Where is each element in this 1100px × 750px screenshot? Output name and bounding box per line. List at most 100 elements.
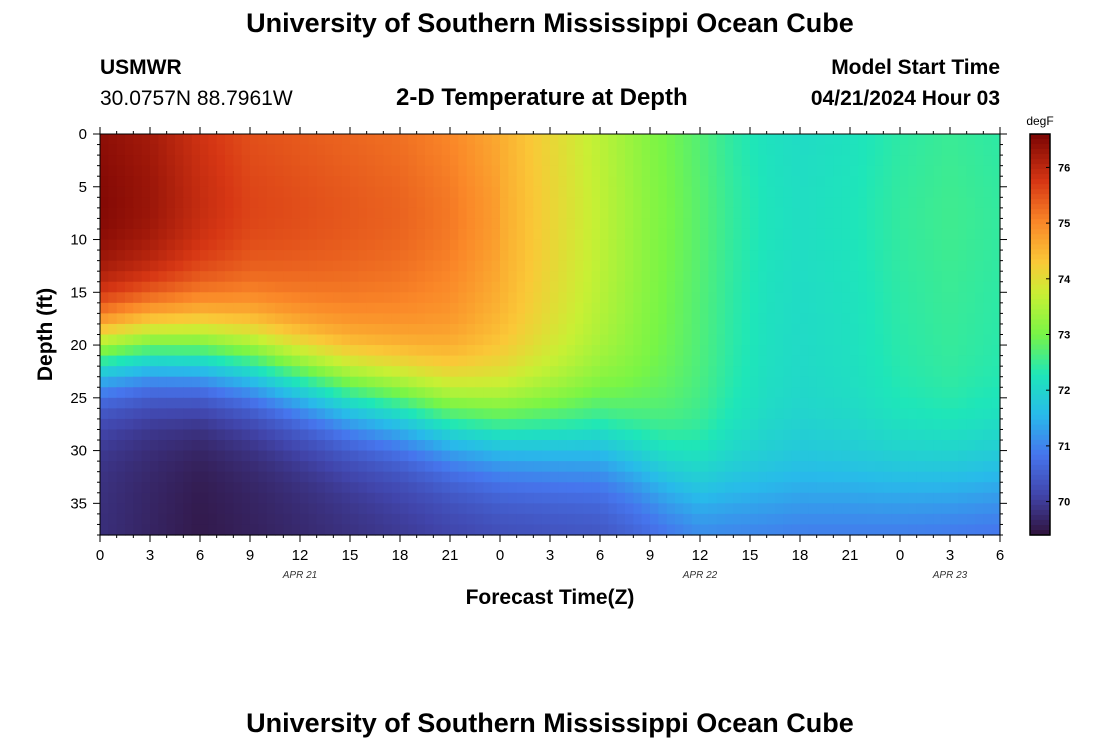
heatmap-cell <box>991 524 1001 536</box>
heatmap-cell <box>541 176 551 188</box>
heatmap-cell <box>741 355 751 367</box>
heatmap-cell <box>283 302 293 314</box>
heatmap-cell <box>500 492 509 504</box>
heatmap-cell <box>658 292 668 304</box>
heatmap-cell <box>600 397 609 409</box>
heatmap-cell <box>658 165 668 177</box>
heatmap-cell <box>475 387 484 399</box>
heatmap-cell <box>891 397 901 409</box>
heatmap-cell <box>700 271 709 283</box>
heatmap-cell <box>375 250 384 262</box>
heatmap-cell <box>750 250 759 262</box>
heatmap-cell <box>533 228 543 241</box>
heatmap-cell <box>500 503 509 515</box>
heatmap-cell <box>966 524 976 536</box>
heatmap-cell <box>883 376 893 388</box>
x-tick-label: 15 <box>342 547 359 564</box>
heatmap-cell <box>458 165 468 177</box>
heatmap-cell <box>250 134 259 146</box>
heatmap-cell <box>100 418 109 431</box>
heatmap-cell <box>158 207 168 220</box>
heatmap-cell <box>316 418 326 431</box>
heatmap-cell <box>483 165 493 177</box>
heatmap-cell <box>391 176 401 188</box>
heatmap-cell <box>558 313 568 325</box>
heatmap-cell <box>100 228 109 241</box>
heatmap-cell <box>700 323 709 336</box>
y-tick-label: 0 <box>79 126 87 143</box>
heatmap-cell <box>250 397 259 409</box>
heatmap-cell <box>891 376 901 388</box>
heatmap-cell <box>200 228 209 241</box>
heatmap-cell <box>533 207 543 220</box>
heatmap-cell <box>716 207 726 220</box>
heatmap-cell <box>216 271 226 283</box>
heatmap-cell <box>291 524 301 536</box>
heatmap-cell <box>766 144 776 156</box>
heatmap-cell <box>833 176 843 188</box>
heatmap-cell <box>741 144 751 156</box>
heatmap-cell <box>641 482 651 494</box>
heatmap-cell <box>191 134 201 146</box>
heatmap-cell <box>741 492 751 504</box>
heatmap-cell <box>241 250 251 262</box>
heatmap-cell <box>416 450 426 462</box>
heatmap-cell <box>483 334 493 346</box>
heatmap-cell <box>933 397 943 409</box>
heatmap-cell <box>875 260 884 272</box>
heatmap-cell <box>808 207 818 220</box>
colorbar-swatch <box>1030 244 1050 250</box>
heatmap-cell <box>916 387 926 399</box>
heatmap-cell <box>241 366 251 378</box>
heatmap-cell <box>600 387 609 399</box>
heatmap-cell <box>375 450 384 462</box>
heatmap-cell <box>775 408 784 420</box>
heatmap-cell <box>166 408 176 420</box>
heatmap-cell <box>466 429 476 441</box>
heatmap-cell <box>983 281 993 293</box>
heatmap-cell <box>108 165 118 177</box>
heatmap-cell <box>466 281 476 293</box>
heatmap-cell <box>200 313 209 325</box>
heatmap-cell <box>158 239 168 251</box>
heatmap-cell <box>400 250 409 262</box>
heatmap-cell <box>808 239 818 251</box>
heatmap-cell <box>516 144 526 156</box>
heatmap-cell <box>116 355 126 367</box>
heatmap-cell <box>508 165 518 177</box>
heatmap-cell <box>808 450 818 462</box>
heatmap-cell <box>366 387 376 399</box>
heatmap-cell <box>641 345 651 357</box>
heatmap-cell <box>966 165 976 177</box>
heatmap-cell <box>875 176 884 188</box>
heatmap-cell <box>366 281 376 293</box>
heatmap-cell <box>425 461 434 473</box>
heatmap-cell <box>583 376 593 388</box>
heatmap-cell <box>975 429 984 441</box>
heatmap-cell <box>741 366 751 378</box>
heatmap-cell <box>816 260 826 272</box>
heatmap-cell <box>833 461 843 473</box>
heatmap-cell <box>800 334 809 346</box>
heatmap-cell <box>916 313 926 325</box>
heatmap-cell <box>691 218 701 230</box>
heatmap-cell <box>850 397 859 409</box>
heatmap-cell <box>175 302 184 314</box>
heatmap-cell <box>116 144 126 156</box>
heatmap-cell <box>633 471 643 483</box>
heatmap-cell <box>800 345 809 357</box>
heatmap-cell <box>283 366 293 378</box>
heatmap-cell <box>508 155 518 167</box>
heatmap-cell <box>958 440 968 452</box>
heatmap-cell <box>858 408 868 420</box>
heatmap-cell <box>975 228 984 241</box>
heatmap-cell <box>441 345 451 357</box>
heatmap-cell <box>891 461 901 473</box>
heatmap-cell <box>633 376 643 388</box>
heatmap-cell <box>866 524 876 536</box>
heatmap-cell <box>383 492 393 504</box>
heatmap-cell <box>591 513 601 526</box>
heatmap-cell <box>866 186 876 198</box>
heatmap-cell <box>566 387 576 399</box>
heatmap-cell <box>441 482 451 494</box>
